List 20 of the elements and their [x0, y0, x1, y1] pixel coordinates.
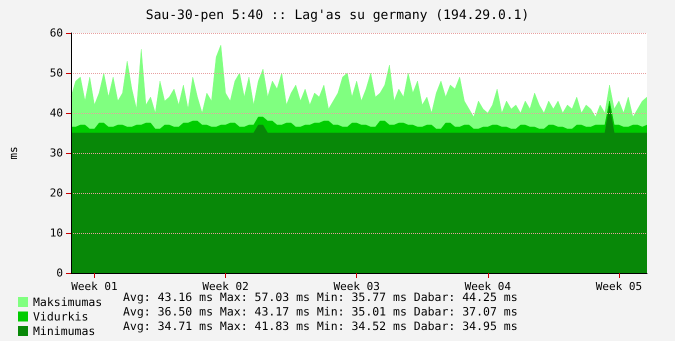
y-tick-label: 60: [50, 26, 63, 40]
x-tick-label: Week 04: [464, 280, 512, 293]
y-tick-label: 40: [50, 106, 63, 120]
x-tick-label: Week 05: [596, 280, 642, 293]
y-tick-label: 10: [50, 226, 63, 240]
y-tick-label: 30: [50, 146, 63, 160]
y-tick-label: 50: [50, 66, 63, 80]
text: Avg: 34.71 ms Max: 41.83 ms Min: 34.52 ms Dabar: 34.95 ms: [123, 319, 518, 333]
x-tick-label: Week 03: [333, 280, 380, 293]
y-axis-title: ms: [7, 146, 20, 160]
legend-label: Vidurkis: [33, 310, 88, 324]
legend-label: Maksimumas: [33, 295, 102, 309]
legend-label: Minimumas: [33, 324, 96, 338]
x-tick-label: Week 02: [202, 280, 249, 293]
text: Avg: 43.16 ms Max: 57.03 ms Min: 35.77 ms Dabar: 44.25 ms: [123, 290, 518, 304]
text: Avg: 36.50 ms Max: 43.17 ms Min: 35.01 ms Dabar: 37.07 ms: [123, 304, 518, 318]
y-tick-label: 20: [50, 186, 63, 200]
x-tick-label: Week 01: [71, 280, 118, 293]
chart-title: Sau-30-pen 5:40 :: Lag'as su germany (194.29.0.1): [146, 8, 530, 23]
y-tick-label: 0: [56, 266, 63, 280]
